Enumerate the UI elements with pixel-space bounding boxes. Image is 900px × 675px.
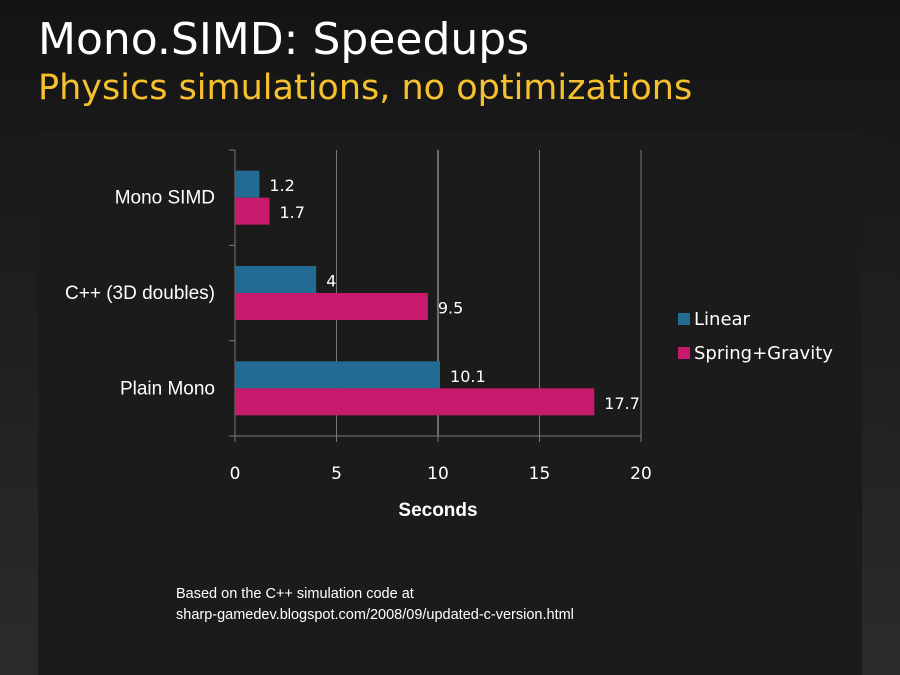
- footnote-line-1: Based on the C++ simulation code at: [176, 586, 414, 602]
- bar-spring-gravity: [235, 197, 270, 225]
- bar-spring-gravity: [235, 388, 595, 416]
- footnote-source-url: sharp-gamedev.blogspot.com/2008/09/updat…: [176, 607, 574, 623]
- bar-linear: [235, 170, 260, 198]
- legend-label: Linear: [694, 309, 751, 330]
- legend-swatch: [678, 313, 690, 325]
- data-label: 10.1: [450, 367, 486, 386]
- x-tick-label: 15: [529, 464, 551, 484]
- category-label: Plain Mono: [120, 378, 215, 399]
- x-tick-label: 0: [230, 464, 241, 484]
- footnote: Based on the C++ simulation code at shar…: [176, 584, 574, 626]
- slide-subtitle: Physics simulations, no optimizations: [38, 68, 693, 108]
- bar-spring-gravity: [235, 293, 428, 320]
- bar-chart: 0 5 10 15 20 Mono SIMD 1.2 1.7 C++ (3D doubles) 4…: [65, 149, 833, 521]
- x-tick-label: 5: [331, 464, 342, 484]
- legend-label: Spring+Gravity: [694, 343, 833, 364]
- category-label: Mono SIMD: [115, 188, 215, 209]
- chart-panel: 0 5 10 15 20 Mono SIMD 1.2 1.7 C++ (3D doubles) 4…: [38, 130, 862, 675]
- data-label: 17.7: [604, 394, 640, 413]
- x-tick-label: 20: [630, 464, 652, 484]
- bar-linear: [235, 361, 441, 389]
- x-axis-title: Seconds: [398, 500, 477, 521]
- data-label: 4: [326, 272, 336, 291]
- data-label: 1.7: [280, 203, 305, 222]
- x-tick-label: 10: [427, 464, 449, 484]
- slide-title: Mono.SIMD: Speedups: [38, 14, 530, 65]
- bar-linear: [235, 266, 317, 293]
- category-label: C++ (3D doubles): [65, 283, 215, 304]
- data-label: 1.2: [269, 176, 294, 195]
- legend-swatch: [678, 347, 690, 359]
- data-label: 9.5: [438, 299, 463, 318]
